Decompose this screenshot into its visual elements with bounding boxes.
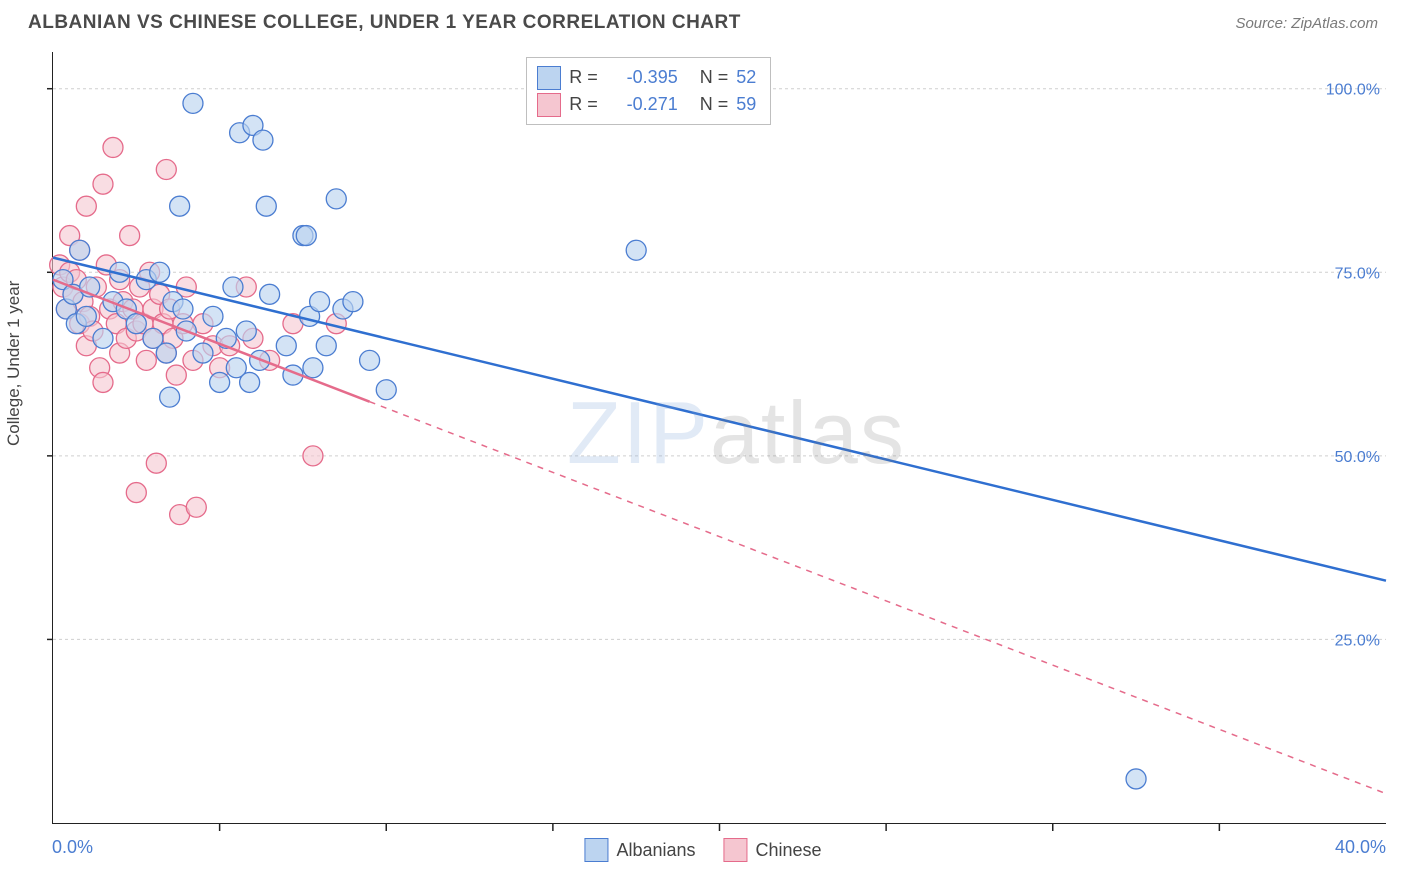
albanians-legend-label: Albanians (616, 840, 695, 861)
chinese-swatch-icon (537, 93, 561, 117)
y-tick-label: 50.0% (1335, 449, 1380, 466)
legend-item-albanians: Albanians (584, 838, 695, 862)
albanians-point (343, 292, 363, 312)
albanians-point (236, 321, 256, 341)
albanians-point (253, 130, 273, 150)
albanians-point (156, 343, 176, 363)
y-tick-label: 100.0% (1326, 82, 1380, 99)
chinese-point (136, 350, 156, 370)
chinese-point (186, 497, 206, 517)
albanians-point (173, 299, 193, 319)
scatter-svg: 25.0% 50.0% 75.0% 100.0% (53, 52, 1386, 823)
albanians-point (223, 277, 243, 297)
albanians-point (210, 372, 230, 392)
y-tick-label: 25.0% (1335, 632, 1380, 649)
chinese-point (146, 453, 166, 473)
chart-title: ALBANIAN VS CHINESE COLLEGE, UNDER 1 YEA… (28, 12, 741, 34)
chinese-point (156, 159, 176, 179)
chinese-point (120, 226, 140, 246)
albanians-point (150, 262, 170, 282)
albanians-point (310, 292, 330, 312)
x-axis-start-label: 0.0% (52, 837, 93, 858)
plot-area: 25.0%50.0%75.0%100.0% ZIPatlas R =-0.395… (52, 52, 1386, 824)
albanians-point (93, 328, 113, 348)
albanians-point (296, 226, 316, 246)
stats-legend: R =-0.395N =52R =-0.271N =59 (526, 57, 771, 125)
y-tick-label: 75.0% (1335, 265, 1380, 282)
albanians-point (256, 196, 276, 216)
albanians-regression-line (53, 258, 1386, 581)
albanians-point (303, 358, 323, 378)
albanians-point (260, 284, 280, 304)
chinese-point (76, 196, 96, 216)
chinese-point (93, 372, 113, 392)
albanians-point (376, 380, 396, 400)
albanians-point (316, 336, 336, 356)
albanians-point (76, 306, 96, 326)
albanians-point (626, 240, 646, 260)
source-label: Source: ZipAtlas.com (1235, 15, 1378, 32)
y-axis-label: College, Under 1 year (4, 281, 24, 446)
albanians-legend-swatch-icon (584, 838, 608, 862)
chinese-point (93, 174, 113, 194)
albanians-point (183, 93, 203, 113)
albanians-point (276, 336, 296, 356)
chinese-point (303, 446, 323, 466)
stats-row-chinese: R =-0.271N =59 (537, 91, 756, 118)
albanians-point (70, 240, 90, 260)
chinese-legend-swatch-icon (724, 838, 748, 862)
albanians-point (326, 189, 346, 209)
chinese-legend-label: Chinese (756, 840, 822, 861)
albanians-point (240, 372, 260, 392)
chinese-regression-dashed (370, 402, 1386, 794)
albanians-point (193, 343, 213, 363)
albanians-swatch-icon (537, 66, 561, 90)
legend-item-chinese: Chinese (724, 838, 822, 862)
stats-row-albanians: R =-0.395N =52 (537, 64, 756, 91)
albanians-point (360, 350, 380, 370)
albanians-point (126, 314, 146, 334)
albanians-point (1126, 769, 1146, 789)
albanians-point (160, 387, 180, 407)
chinese-point (166, 365, 186, 385)
albanians-point (203, 306, 223, 326)
chinese-point (103, 137, 123, 157)
series-legend: Albanians Chinese (584, 838, 821, 862)
albanians-point (170, 196, 190, 216)
x-axis-end-label: 40.0% (1335, 837, 1386, 858)
chinese-point (126, 483, 146, 503)
